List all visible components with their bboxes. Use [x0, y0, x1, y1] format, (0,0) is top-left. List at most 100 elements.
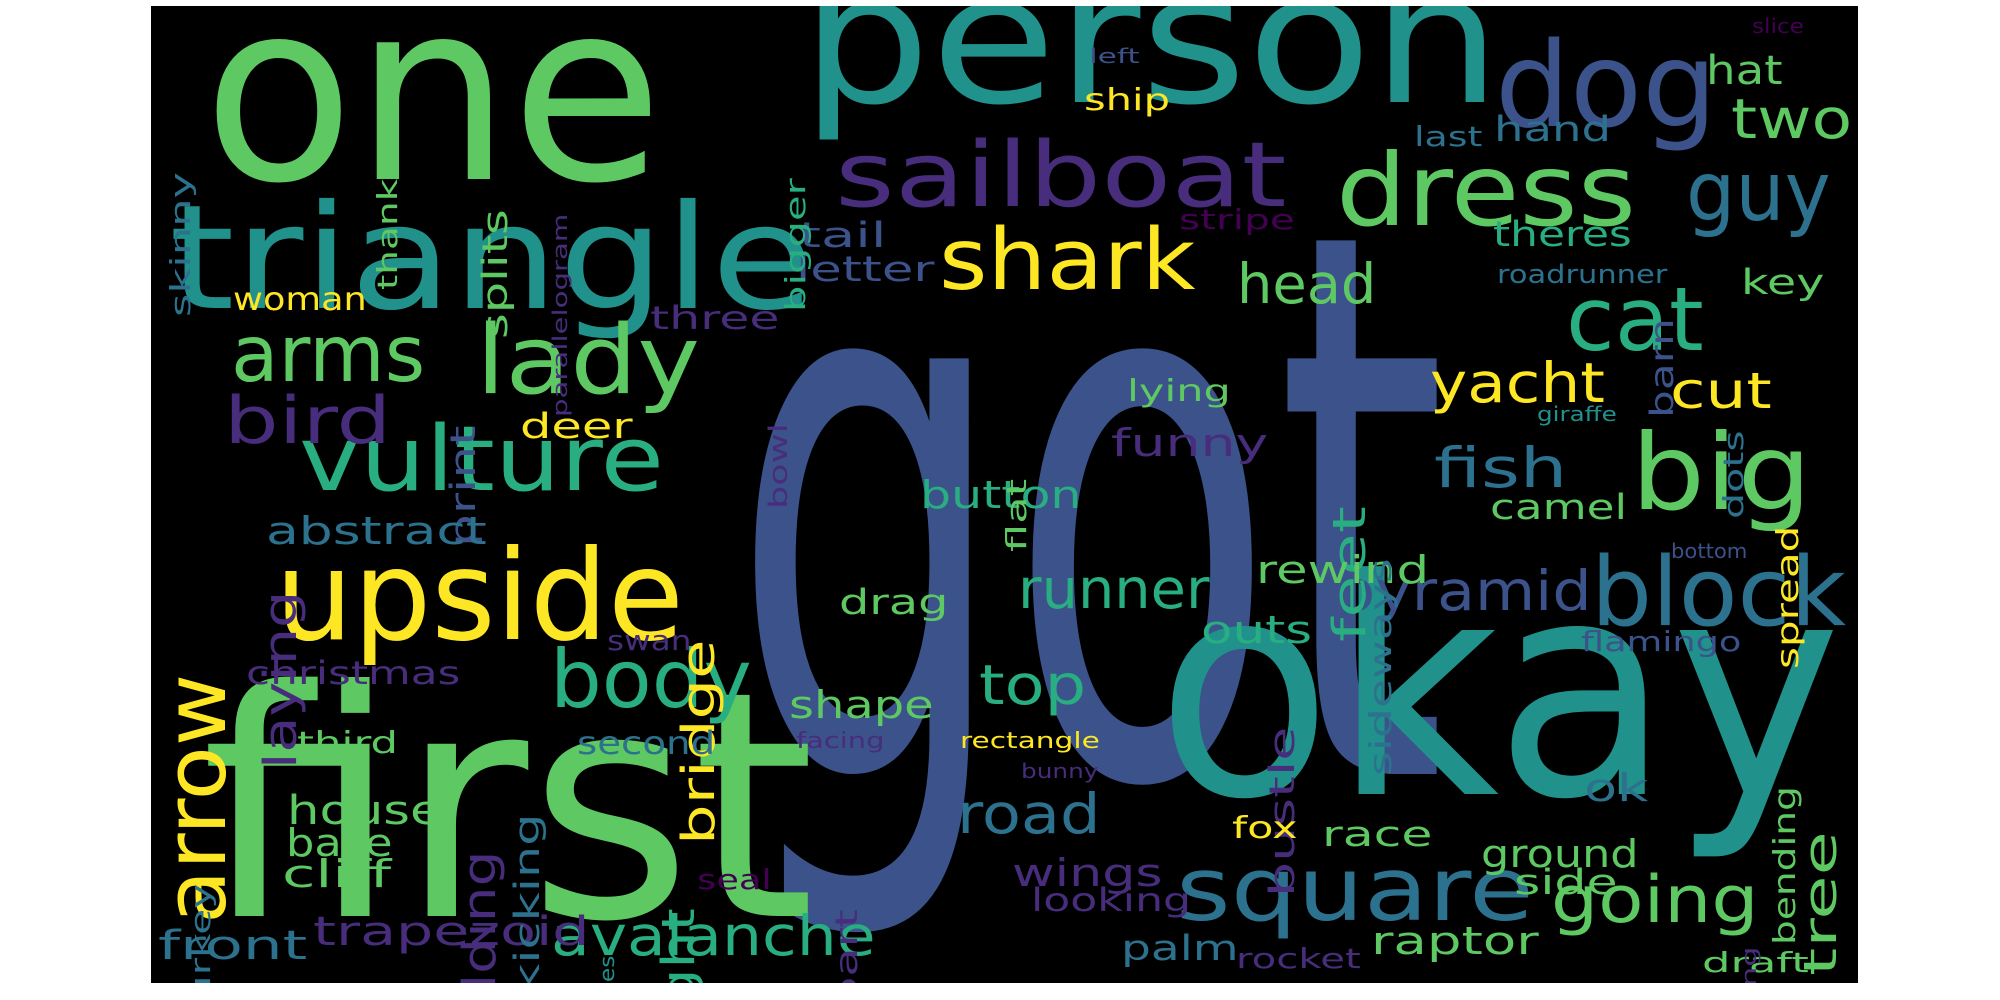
word-looking: looking — [1031, 881, 1192, 919]
word-tail: tail — [799, 216, 887, 256]
word-bird: bird — [224, 384, 392, 459]
word-big: big — [1631, 412, 1812, 534]
word-bigger: bigger — [779, 178, 812, 312]
word-cloud: got okay first one person triangle sailboat dog… — [151, 6, 1858, 983]
word-button: button — [920, 473, 1082, 517]
word-road: road — [957, 782, 1101, 846]
word-splits: splits — [476, 209, 516, 339]
word-house: house — [287, 788, 442, 834]
word-slice: slice — [1752, 14, 1804, 38]
word-cat: cat — [1566, 268, 1704, 371]
word-upside: upside — [275, 524, 684, 669]
word-bunny: bunny — [1021, 759, 1099, 783]
word-fish: fish — [1434, 436, 1568, 500]
word-hand: hand — [1494, 110, 1612, 150]
word-lying: lying — [1127, 374, 1231, 409]
word-key: key — [1741, 263, 1825, 303]
word-drag: drag — [839, 583, 949, 623]
word-vulture: vulture — [299, 407, 665, 512]
word-abstract: abstract — [266, 509, 487, 553]
word-left: left — [1089, 44, 1140, 68]
word-last: last — [1414, 120, 1483, 153]
word-barn: barn — [1643, 318, 1681, 418]
word-palm: palm — [1121, 929, 1239, 969]
word-triangle: triangle — [169, 174, 815, 343]
word-arms: arms — [231, 310, 426, 400]
word-shark: shark — [939, 211, 1196, 310]
word-sideways: sideways — [1364, 558, 1399, 776]
word-bottom: bottom — [1671, 539, 1748, 563]
word-letter: letter — [796, 250, 935, 290]
word-draft: draft — [1702, 946, 1809, 979]
word-apart: apart — [830, 909, 865, 983]
word-facing: facing — [796, 729, 885, 754]
word-block: block — [1591, 538, 1847, 648]
word-swan: swan — [607, 624, 692, 657]
word-outs: outs — [1201, 608, 1313, 652]
word-rectangle: rectangle — [960, 729, 1100, 754]
word-kicking: kicking — [508, 813, 548, 983]
word-dog: dog — [1495, 16, 1717, 154]
word-sailboat: sailboat — [835, 123, 1287, 228]
word-woman: woman — [233, 280, 367, 318]
word-pyramid: pyramid — [1336, 559, 1592, 623]
word-roadrunner: roadrunner — [1497, 260, 1668, 290]
word-third: third — [297, 726, 398, 761]
word-flat: flat — [1000, 478, 1033, 552]
word-one: one — [203, 6, 664, 238]
word-second: second — [577, 724, 716, 762]
word-ok: ok — [1584, 766, 1649, 810]
word-cliff: cliff — [282, 852, 392, 896]
word-bending: bending — [1768, 786, 1803, 945]
word-okay: okay — [1156, 516, 1842, 865]
word-head: head — [1237, 252, 1377, 316]
word-parallelogram: parallelogram — [548, 213, 572, 417]
word-race: race — [1322, 815, 1433, 855]
word-dots: dots — [1717, 430, 1750, 519]
word-thanks: thanks — [371, 158, 404, 290]
word-three: three — [650, 299, 780, 337]
word-yacht: yacht — [1430, 351, 1605, 415]
word-skinny: skinny — [164, 171, 197, 317]
word-dress: dress — [1336, 132, 1637, 249]
word-speckles: speckles — [595, 956, 619, 983]
word-lady: lady — [476, 306, 701, 416]
word-front: front — [158, 923, 308, 969]
word-avalanche: avalanche — [551, 904, 876, 968]
word-seal: seal — [697, 863, 772, 896]
word-wings: wings — [1012, 851, 1163, 895]
word-raptor: raptor — [1371, 919, 1539, 963]
word-rocket: rocket — [1236, 942, 1361, 975]
word-bowl: bowl — [764, 423, 794, 509]
word-person: person — [801, 6, 1502, 145]
word-spread: spread — [1771, 525, 1806, 669]
word-square: square — [1176, 838, 1534, 941]
word-two: two — [1731, 87, 1853, 151]
word-got: got — [731, 70, 1448, 954]
word-ground: ground — [1481, 832, 1639, 876]
word-theres: theres — [1493, 215, 1632, 255]
word-stripe: stripe — [1179, 203, 1295, 236]
word-guy: guy — [1686, 145, 1831, 240]
word-ship: ship — [1084, 83, 1171, 118]
word-top: top — [979, 653, 1087, 717]
word-funny: funny — [1111, 421, 1269, 465]
word-trapezoid: trapezoid — [313, 909, 590, 955]
word-going: going — [1551, 863, 1759, 938]
word-shape: shape — [789, 683, 934, 727]
word-hat: hat — [1706, 48, 1783, 94]
word-flying: flying — [1737, 946, 1761, 983]
word-side: side — [1514, 863, 1618, 903]
word-deer: deer — [520, 407, 633, 447]
word-giraffe: giraffe — [1537, 402, 1617, 426]
word-body: body — [550, 633, 752, 726]
word-right: right — [652, 908, 705, 983]
word-first: first — [201, 625, 816, 983]
word-christmas: christmas — [246, 654, 461, 692]
word-flamingo: flamingo — [1581, 625, 1742, 658]
word-turkey: turkey — [184, 883, 217, 983]
word-base: base — [286, 821, 393, 865]
word-runner: runner — [1018, 557, 1210, 621]
word-cut: cut — [1670, 362, 1772, 420]
word-rewind: rewind — [1256, 548, 1430, 592]
